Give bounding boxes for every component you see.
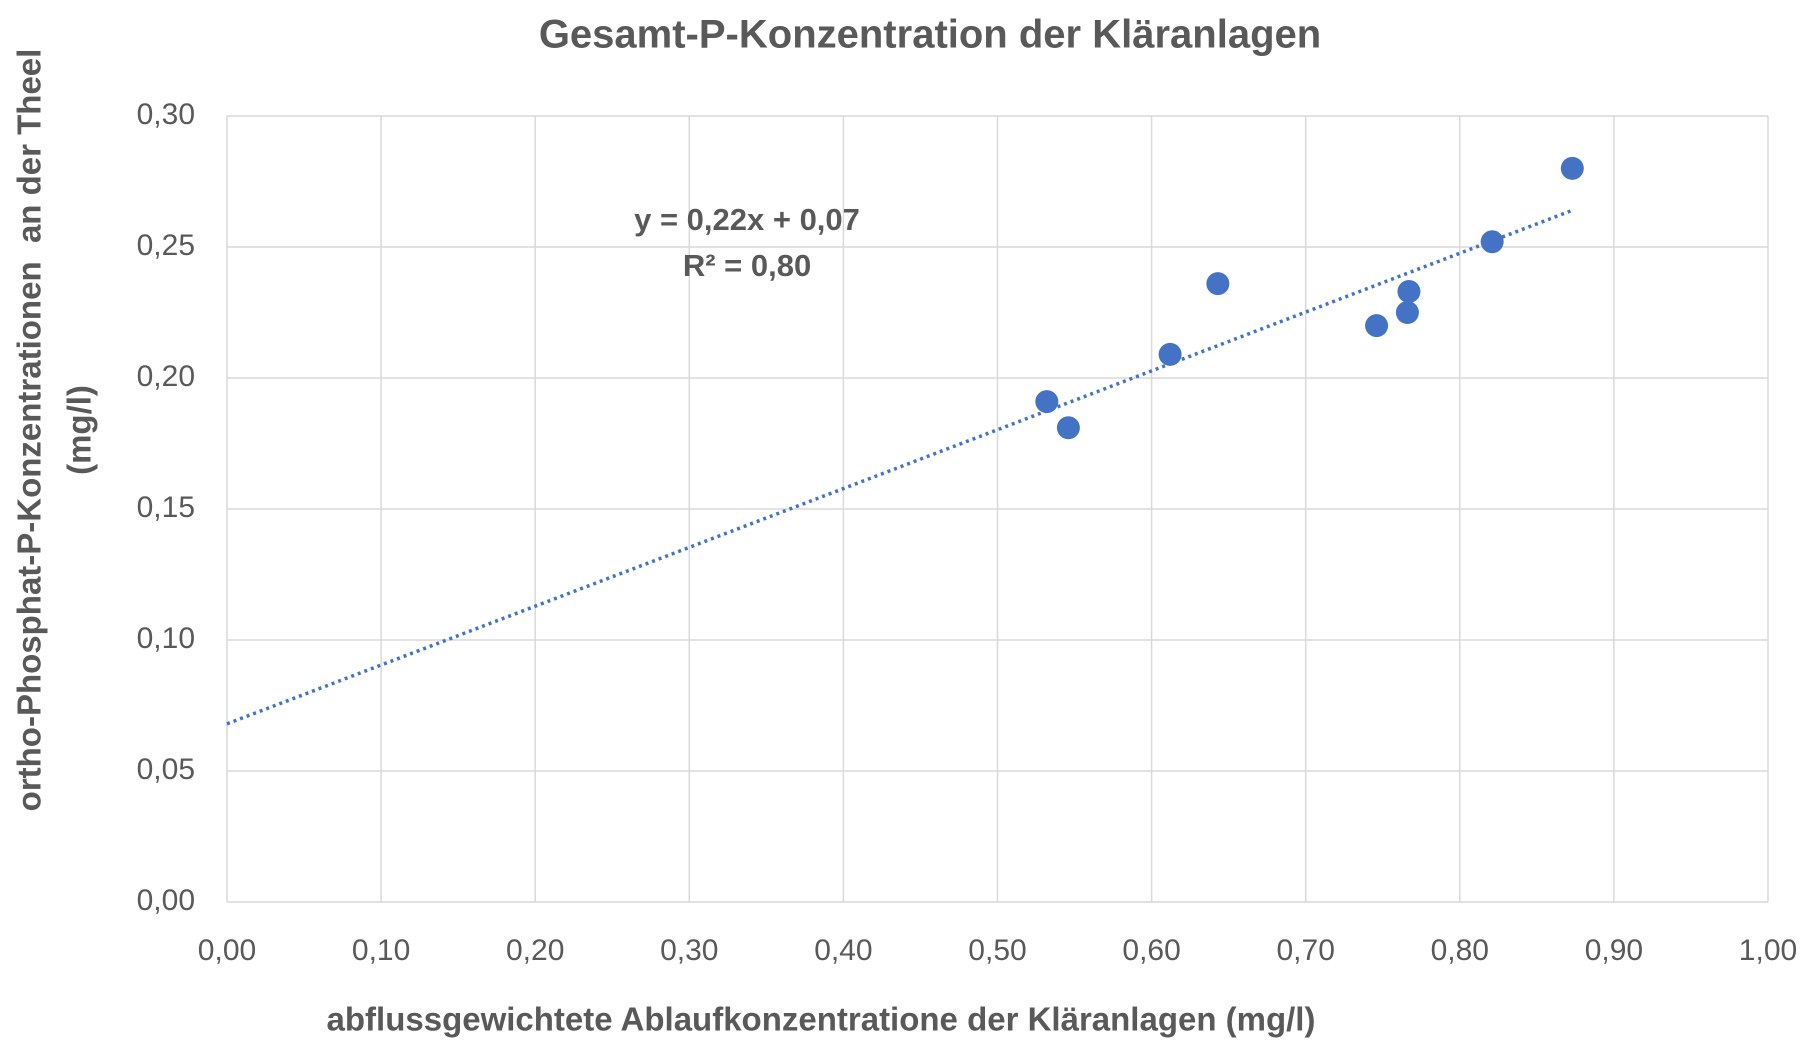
x-tick-label: 0,00 bbox=[198, 934, 256, 967]
trendline bbox=[226, 208, 1573, 726]
x-tick-label: 0,20 bbox=[506, 934, 564, 967]
x-tick-label: 0,80 bbox=[1431, 934, 1489, 967]
x-tick-label: 0,30 bbox=[660, 934, 718, 967]
x-tick-label: 1,00 bbox=[1739, 934, 1797, 967]
y-tick-label: 0,05 bbox=[137, 753, 195, 786]
y-tick-label: 0,20 bbox=[137, 360, 195, 393]
data-point bbox=[1206, 272, 1230, 296]
y-tick-label: 0,00 bbox=[137, 884, 195, 917]
x-tick-label: 0,90 bbox=[1585, 934, 1643, 967]
x-tick-label: 0,40 bbox=[814, 934, 872, 967]
x-tick-label: 0,60 bbox=[1122, 934, 1180, 967]
x-tick-label: 0,10 bbox=[352, 934, 410, 967]
data-point bbox=[1365, 314, 1389, 338]
data-point bbox=[1560, 156, 1584, 180]
y-axis-label: (mg/l) bbox=[61, 385, 98, 475]
data-point bbox=[1395, 301, 1419, 324]
x-tick-label: 0,70 bbox=[1277, 934, 1335, 967]
x-axis-label: abflussgewichtete Ablaufkonzentratione d… bbox=[327, 1001, 1316, 1038]
data-point bbox=[1056, 416, 1080, 440]
y-tick-label: 0,15 bbox=[137, 491, 195, 524]
x-tick-label: 0,50 bbox=[968, 934, 1026, 967]
chart-title: Gesamt-P-Konzentration der Kläranlagen bbox=[539, 13, 1321, 57]
trendline-equation: y = 0,22x + 0,07 bbox=[634, 202, 860, 237]
y-tick-label: 0,10 bbox=[137, 622, 195, 655]
y-tick-label: 0,30 bbox=[137, 98, 195, 131]
y-axis-label: ortho-Phosphat-P-Konzentrationen an der … bbox=[11, 49, 48, 812]
y-tick-label: 0,25 bbox=[137, 229, 195, 262]
trendline-equation: R² = 0,80 bbox=[683, 248, 811, 283]
data-point bbox=[1397, 280, 1421, 304]
